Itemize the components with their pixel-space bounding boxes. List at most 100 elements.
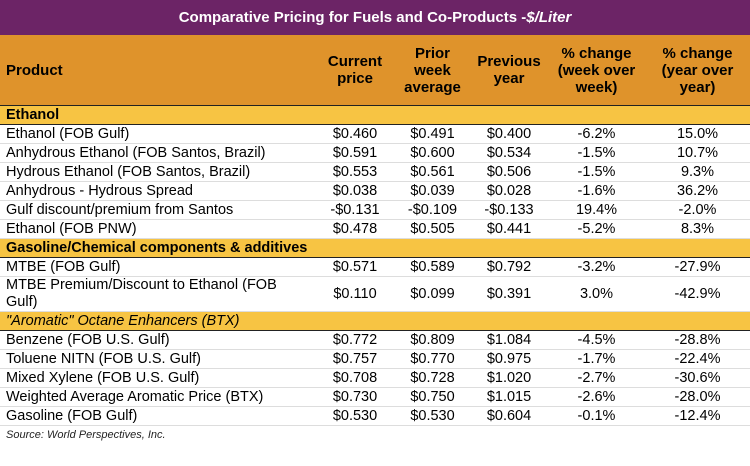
value-cell: $0.809 (395, 330, 470, 350)
data-row: Toluene NITN (FOB U.S. Gulf) $0.757 $0.770… (0, 349, 750, 369)
value-cell: 15.0% (645, 124, 750, 144)
value-cell: $0.600 (395, 143, 470, 163)
value-cell: 19.4% (548, 200, 645, 220)
pricing-table: Product Current price Prior week average Pr… (0, 35, 750, 426)
value-cell: $0.728 (395, 368, 470, 388)
section-row: "Aromatic" Octane Enhancers (BTX) (0, 311, 750, 331)
data-row: Gulf discount/premium from Santos -$0.131… (0, 200, 750, 220)
value-cell: -1.7% (548, 349, 645, 369)
value-cell: -2.7% (548, 368, 645, 388)
product-cell: Mixed Xylene (FOB U.S. Gulf) (0, 368, 315, 388)
value-cell: $0.792 (470, 257, 548, 277)
value-cell: -27.9% (645, 257, 750, 277)
value-cell: $0.039 (395, 181, 470, 201)
value-cell: -28.0% (645, 387, 750, 407)
value-cell: $0.561 (395, 162, 470, 182)
product-cell: Anhydrous - Hydrous Spread (0, 181, 315, 201)
value-cell: $0.553 (315, 162, 395, 182)
value-cell: -2.0% (645, 200, 750, 220)
value-cell: -1.5% (548, 143, 645, 163)
product-cell: Hydrous Ethanol (FOB Santos, Brazil) (0, 162, 315, 182)
value-cell: 9.3% (645, 162, 750, 182)
column-header: Previous year (470, 35, 548, 106)
value-cell: -42.9% (645, 276, 750, 312)
column-header: Product (0, 35, 315, 106)
data-row: Mixed Xylene (FOB U.S. Gulf) $0.708 $0.728… (0, 368, 750, 388)
data-row: Gasoline (FOB Gulf) $0.530 $0.530 $0.604 -0.… (0, 406, 750, 426)
value-cell: -22.4% (645, 349, 750, 369)
value-cell: 3.0% (548, 276, 645, 312)
value-cell: $0.534 (470, 143, 548, 163)
value-cell: $0.491 (395, 124, 470, 144)
value-cell: $0.772 (315, 330, 395, 350)
value-cell: -28.8% (645, 330, 750, 350)
title: Comparative Pricing for Fuels and Co-Pro… (178, 9, 527, 26)
value-cell: -1.5% (548, 162, 645, 182)
value-cell: -$0.131 (315, 200, 395, 220)
value-cell: -30.6% (645, 368, 750, 388)
value-cell: $0.750 (395, 387, 470, 407)
product-cell: Toluene NITN (FOB U.S. Gulf) (0, 349, 315, 369)
value-cell: $1.020 (470, 368, 548, 388)
product-cell: MTBE Premium/Discount to Ethanol (FOB Gu… (0, 276, 315, 312)
value-cell: -$0.133 (470, 200, 548, 220)
value-cell: $0.038 (315, 181, 395, 201)
value-cell: $0.391 (470, 276, 548, 312)
product-cell: Benzene (FOB U.S. Gulf) (0, 330, 315, 350)
title-unit: $/Liter (526, 9, 572, 26)
value-cell: 8.3% (645, 219, 750, 239)
value-cell: -1.6% (548, 181, 645, 201)
product-cell: Ethanol (FOB PNW) (0, 219, 315, 239)
data-row: Ethanol (FOB Gulf) $0.460 $0.491 $0.400 -6.2… (0, 124, 750, 144)
value-cell: $0.478 (315, 219, 395, 239)
section-title: Gasoline/Chemical components & additives (0, 238, 750, 258)
value-cell: -$0.109 (395, 200, 470, 220)
header-row: Product Current price Prior week average Pr… (0, 35, 750, 106)
value-cell: -5.2% (548, 219, 645, 239)
section-row: Gasoline/Chemical components & additives (0, 238, 750, 258)
value-cell: $1.084 (470, 330, 548, 350)
value-cell: $0.099 (395, 276, 470, 312)
value-cell: $0.441 (470, 219, 548, 239)
data-row: Anhydrous Ethanol (FOB Santos, Brazil) $0… (0, 143, 750, 163)
product-cell: Weighted Average Aromatic Price (BTX) (0, 387, 315, 407)
value-cell: -0.1% (548, 406, 645, 426)
data-row: MTBE (FOB Gulf) $0.571 $0.589 $0.792 -3.2% -2… (0, 257, 750, 277)
data-row: Hydrous Ethanol (FOB Santos, Brazil) $0.5… (0, 162, 750, 182)
value-cell: -2.6% (548, 387, 645, 407)
product-cell: MTBE (FOB Gulf) (0, 257, 315, 277)
data-row: Weighted Average Aromatic Price (BTX) $0.… (0, 387, 750, 407)
value-cell: -12.4% (645, 406, 750, 426)
value-cell: $0.571 (315, 257, 395, 277)
value-cell: $0.757 (315, 349, 395, 369)
value-cell: $0.604 (470, 406, 548, 426)
section-title: "Aromatic" Octane Enhancers (BTX) (0, 311, 750, 331)
product-cell: Gulf discount/premium from Santos (0, 200, 315, 220)
product-cell: Gasoline (FOB Gulf) (0, 406, 315, 426)
title-bar: Comparative Pricing for Fuels and Co-Pro… (0, 0, 750, 35)
data-row: Anhydrous - Hydrous Spread $0.038 $0.039 $0… (0, 181, 750, 201)
value-cell: $0.770 (395, 349, 470, 369)
source: Source: World Perspectives, Inc. (6, 429, 166, 441)
column-header: Prior week average (395, 35, 470, 106)
value-cell: $1.015 (470, 387, 548, 407)
data-row: MTBE Premium/Discount to Ethanol (FOB Gu… (0, 276, 750, 312)
value-cell: 36.2% (645, 181, 750, 201)
value-cell: $0.530 (395, 406, 470, 426)
section-row: Ethanol (0, 105, 750, 125)
value-cell: $0.975 (470, 349, 548, 369)
column-header: % change (week over week) (548, 35, 645, 106)
value-cell: -6.2% (548, 124, 645, 144)
product-cell: Ethanol (FOB Gulf) (0, 124, 315, 144)
value-cell: $0.460 (315, 124, 395, 144)
value-cell: $0.505 (395, 219, 470, 239)
value-cell: $0.591 (315, 143, 395, 163)
value-cell: $0.708 (315, 368, 395, 388)
value-cell: $0.028 (470, 181, 548, 201)
column-header: Current price (315, 35, 395, 106)
value-cell: $0.530 (315, 406, 395, 426)
data-row: Ethanol (FOB PNW) $0.478 $0.505 $0.441 -5.2%… (0, 219, 750, 239)
value-cell: $0.589 (395, 257, 470, 277)
product-cell: Anhydrous Ethanol (FOB Santos, Brazil) (0, 143, 315, 163)
